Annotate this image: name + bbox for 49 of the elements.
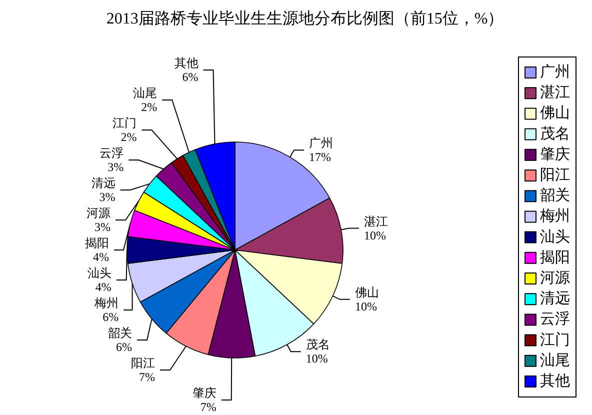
slice-label: 其他	[174, 56, 198, 70]
legend-label: 其他	[540, 372, 570, 390]
data-label: 3%	[94, 220, 111, 234]
legend-label: 佛山	[540, 104, 570, 122]
slice-label: 云浮	[100, 146, 124, 160]
legend-label: 阳江	[540, 166, 570, 184]
slice-label: 肇庆	[192, 386, 216, 400]
slice-label: 汕头	[87, 266, 112, 280]
legend-label: 清远	[540, 290, 570, 308]
slice-label: 湛江	[364, 214, 388, 228]
legend-label: 江门	[540, 331, 570, 348]
slice-label: 佛山	[354, 285, 379, 300]
data-label: 7%	[139, 370, 156, 384]
data-label: 10%	[354, 299, 377, 314]
data-label: 2%	[141, 100, 158, 114]
slice-label: 韶关	[108, 326, 132, 340]
slice-label: 江门	[112, 116, 137, 130]
legend-label: 汕头	[540, 228, 570, 246]
data-label: 10%	[364, 228, 386, 242]
legend-label: 广州	[540, 64, 570, 80]
legend-label: 汕尾	[540, 352, 570, 369]
data-label: 10%	[306, 352, 328, 366]
legend-label: 韶关	[540, 187, 570, 204]
data-label: 3%	[99, 190, 116, 204]
data-label: 4%	[93, 250, 109, 264]
data-label: 6%	[102, 310, 119, 324]
data-label: 17%	[309, 150, 332, 164]
data-label: 4%	[95, 280, 112, 294]
data-label: 2%	[120, 130, 137, 144]
slice-label: 广州	[309, 136, 334, 150]
legend-label: 揭阳	[540, 248, 570, 266]
slice-label: 茂名	[306, 338, 330, 352]
legend-label: 梅州	[539, 208, 570, 225]
chart-title: 2013届路桥专业毕业生生源地分布比例图（前15位，%）	[106, 10, 504, 28]
slice-label: 阳江	[131, 356, 156, 370]
slice-label: 梅州	[94, 296, 119, 310]
data-label: 3%	[108, 160, 124, 174]
data-label: 7%	[200, 400, 216, 414]
legend-label: 湛江	[540, 84, 570, 102]
slice-label: 汕尾	[133, 86, 158, 100]
data-label: 6%	[116, 340, 132, 354]
slice-label: 清远	[91, 176, 116, 190]
data-label: 6%	[182, 70, 198, 84]
slice-label: 河源	[86, 206, 111, 220]
legend-label: 云浮	[540, 310, 570, 328]
legend-label: 肇庆	[540, 146, 570, 163]
slice-label: 揭阳	[85, 236, 109, 250]
legend-label: 茂名	[540, 125, 570, 142]
legend-label: 河源	[540, 270, 570, 286]
